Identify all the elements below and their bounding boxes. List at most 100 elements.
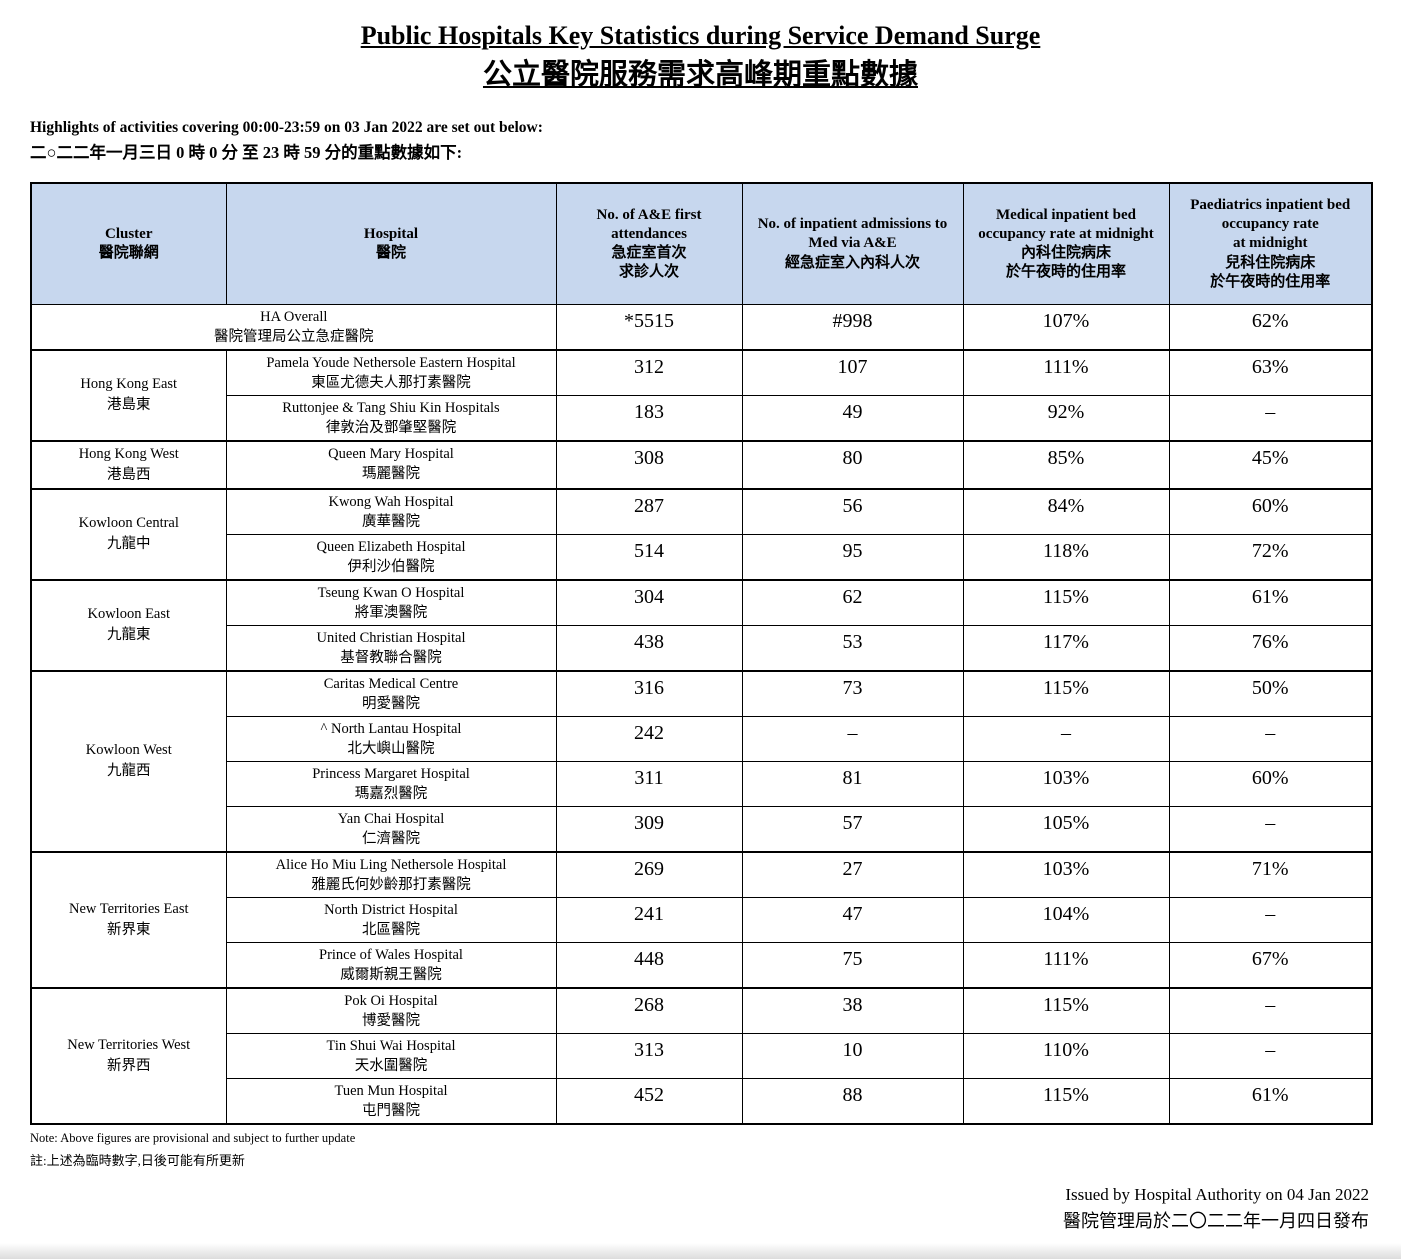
hospital-row: Tuen Mun Hospital 屯門醫院 452 88 115% 61%: [31, 1077, 1373, 1125]
cluster-cell: Hong Kong East 港島東: [30, 348, 227, 442]
value-cell-ae-first-attendances: 316: [555, 669, 743, 717]
name-zh: 急症室首次 求診人次: [611, 244, 687, 281]
value-cell-medical-occupancy: 85%: [962, 439, 1170, 490]
hospital-name-cell: United Christian Hospital 基督教聯合醫院: [225, 624, 557, 672]
value-cell-ae-first-attendances: 241: [555, 896, 743, 943]
hospital-row: New Territories East 新界東 Alice Ho Miu Ling…: [30, 850, 1373, 989]
name-zh: 博愛醫院: [362, 1012, 420, 1029]
hospital-row: Kowloon Central 九龍中 Kwong Wah Hospital 廣華醫院…: [30, 487, 1373, 581]
hospital-row: Ruttonjee & Tang Shiu Kin Hospitals 律敦治及鄧…: [31, 394, 1373, 442]
hospital-row: Princess Margaret Hospital 瑪嘉烈醫院 311 81 103%…: [31, 760, 1373, 807]
value-cell-paediatrics-occupancy: 61%: [1168, 578, 1373, 626]
name-en: Hospital: [363, 225, 419, 242]
value-cell-medical-occupancy: 115%: [962, 986, 1170, 1034]
value-cell-inpatient-admissions: 53: [741, 624, 964, 672]
page-bottom-edge: [0, 1243, 1401, 1259]
hospital-name-cell: North District Hospital 北區醫院: [225, 896, 557, 943]
value-cell-medical-occupancy: 103%: [962, 760, 1170, 807]
value-cell-medical-occupancy: 117%: [962, 624, 1170, 672]
value-cell-inpatient-admissions: 27: [741, 850, 964, 898]
value-cell-medical-occupancy: 115%: [962, 669, 1170, 717]
value-cell-paediatrics-occupancy: 71%: [1168, 850, 1373, 898]
value-cell-medical-occupancy: 104%: [962, 896, 1170, 943]
name-en: Tin Shui Wai Hospital: [326, 1037, 456, 1054]
value-cell-medical-occupancy: 107%: [962, 303, 1170, 351]
cluster-cell: New Territories East 新界東: [30, 850, 227, 989]
value-cell-ae-first-attendances: 304: [555, 578, 743, 626]
name-en: HA Overall: [260, 308, 328, 325]
page-title-en: Public Hospitals Key Statistics during S…: [360, 21, 1041, 50]
hospital-name-cell: Caritas Medical Centre 明愛醫院: [225, 669, 557, 717]
value-cell-ae-first-attendances: 268: [555, 986, 743, 1034]
hospital-statistics-table: Cluster 醫院聯網 Hospital 醫院 No. of A&E first at…: [30, 182, 1373, 1125]
hospital-row: ^ North Lantau Hospital 北大嶼山醫院 242– – –: [31, 715, 1373, 762]
value-cell-inpatient-admissions: 80: [741, 439, 964, 490]
name-en: Pamela Youde Nethersole Eastern Hospital: [266, 354, 516, 371]
value-cell-inpatient-admissions: 57: [741, 805, 964, 853]
name-en: Caritas Medical Centre: [323, 675, 459, 692]
name-zh: 仁濟醫院: [362, 830, 420, 847]
column-header-2: No. of A&E first attendances 急症室首次 求診人次: [555, 182, 743, 305]
value-cell-medical-occupancy: 103%: [962, 850, 1170, 898]
value-cell-inpatient-admissions: 88: [741, 1077, 964, 1125]
name-en: Tseung Kwan O Hospital: [317, 584, 465, 601]
hospital-row: Hong Kong East 港島東 Pamela Youde Nethersole…: [30, 348, 1373, 442]
value-cell-inpatient-admissions: –: [741, 715, 964, 762]
name-zh: 北區醫院: [362, 921, 420, 938]
value-cell-paediatrics-occupancy: –: [1168, 715, 1373, 762]
value-cell-ae-first-attendances: 514: [555, 533, 743, 581]
value-cell-ae-first-attendances: 438: [555, 624, 743, 672]
name-en: Kowloon Central: [78, 515, 179, 532]
name-en: Ruttonjee & Tang Shiu Kin Hospitals: [282, 399, 500, 416]
name-zh: 港島西: [107, 466, 151, 483]
name-en: Hong Kong East: [80, 376, 178, 393]
hospital-row: Prince of Wales Hospital 威爾斯親王醫院 448 75 111%…: [31, 941, 1373, 989]
value-cell-inpatient-admissions: 62: [741, 578, 964, 626]
cluster-cell: Kowloon East 九龍東: [30, 578, 227, 672]
name-en: Kowloon East: [87, 606, 171, 623]
name-en: Pok Oi Hospital: [344, 992, 438, 1009]
value-cell-inpatient-admissions: 38: [741, 986, 964, 1034]
name-zh: 雅麗氏何妙齡那打素醫院: [311, 876, 471, 893]
name-en: Queen Mary Hospital: [328, 445, 454, 462]
value-cell-medical-occupancy: 110%: [962, 1032, 1170, 1079]
value-cell-paediatrics-occupancy: 60%: [1168, 487, 1373, 535]
value-cell-medical-occupancy: 84%: [962, 487, 1170, 535]
hospital-row: New Territories West 新界西 Pok Oi Hospital 博愛…: [30, 986, 1373, 1125]
hospital-name-cell: Pok Oi Hospital 博愛醫院: [225, 986, 557, 1034]
name-zh: 北大嶼山醫院: [347, 740, 435, 757]
name-zh: 內科住院病床 於午夜時的住用率: [1005, 244, 1126, 281]
name-en: Kwong Wah Hospital: [328, 493, 454, 510]
name-en: Hong Kong West: [78, 445, 179, 462]
hospital-name-cell: Tin Shui Wai Hospital 天水圍醫院: [225, 1032, 557, 1079]
value-cell-medical-occupancy: 105%: [962, 805, 1170, 853]
hospital-name-cell: Kwong Wah Hospital 廣華醫院: [225, 487, 557, 535]
value-cell-paediatrics-occupancy: –: [1168, 1032, 1373, 1079]
issued-line-zh: 醫院管理局於二〇二二年一月四日發布: [1063, 1211, 1369, 1232]
value-cell-ae-first-attendances: *5515: [555, 303, 743, 351]
issued-by-block: Issued by Hospital Authority on 04 Jan 2…: [30, 1185, 1371, 1233]
value-cell-paediatrics-occupancy: –: [1168, 986, 1373, 1034]
name-zh: 港島東: [107, 397, 151, 414]
name-en: Yan Chai Hospital: [337, 810, 445, 827]
name-zh: 明愛醫院: [362, 695, 420, 712]
table-body: HA Overall 醫院管理局公立急症醫院 *5515 #998 107% 62% Hon…: [30, 303, 1373, 1125]
intro-line-zh: 二○二二年一月三日 0 時 0 分 至 23 時 59 分的重點數據如下:: [30, 143, 463, 163]
value-cell-inpatient-admissions: 95: [741, 533, 964, 581]
note-zh: 註:上述為臨時數字,日後可能有所更新: [30, 1152, 245, 1168]
value-cell-ae-first-attendances: 183: [555, 394, 743, 442]
name-zh: 兒科住院病床 於午夜時的住用率: [1210, 254, 1331, 290]
value-cell-medical-occupancy: 118%: [962, 533, 1170, 581]
value-cell-paediatrics-occupancy: 67%: [1168, 941, 1373, 989]
issued-line-en: Issued by Hospital Authority on 04 Jan 2…: [1065, 1185, 1369, 1205]
value-cell-medical-occupancy: 111%: [962, 941, 1170, 989]
name-en: Alice Ho Miu Ling Nethersole Hospital: [275, 856, 507, 873]
value-cell-paediatrics-occupancy: 45%: [1168, 439, 1373, 490]
value-cell-inpatient-admissions: 81: [741, 760, 964, 807]
name-zh: 醫院: [375, 244, 406, 261]
name-zh: 新界西: [107, 1057, 151, 1074]
value-cell-inpatient-admissions: 56: [741, 487, 964, 535]
name-zh: 九龍東: [107, 627, 151, 644]
column-header-4: Medical inpatient bed occupancy rate at …: [962, 182, 1170, 305]
overall-name-cell: HA Overall 醫院管理局公立急症醫院: [30, 303, 557, 351]
